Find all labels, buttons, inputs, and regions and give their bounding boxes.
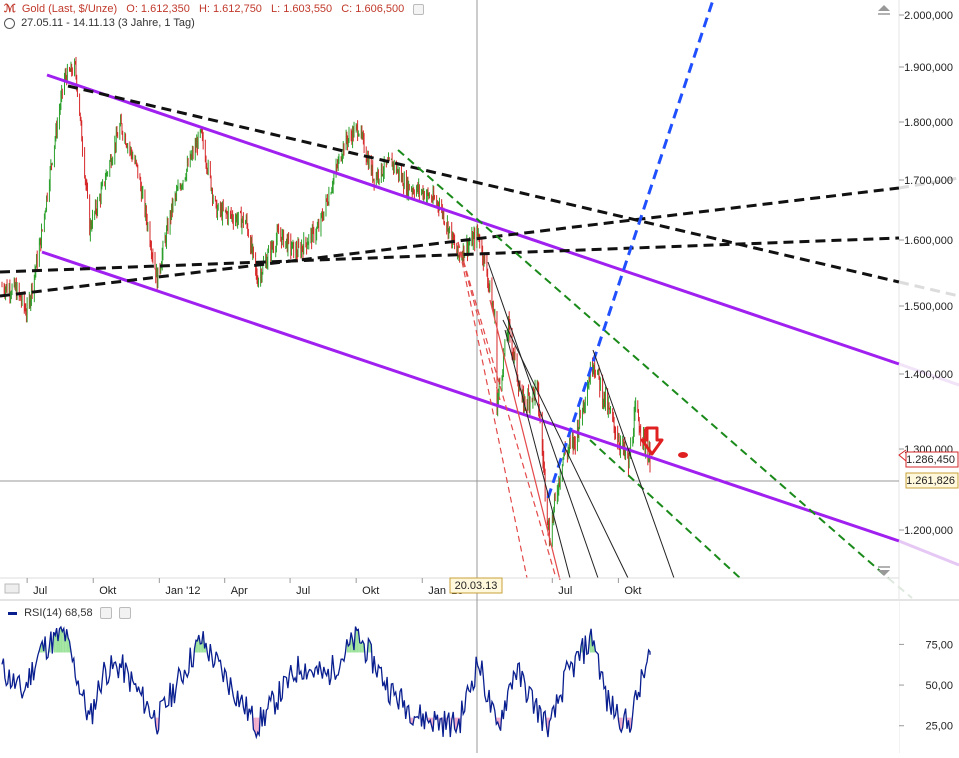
red-fan-line-2[interactable] <box>457 241 528 579</box>
instrument-title[interactable]: Gold (Last, $/Unze) <box>21 3 118 15</box>
trendline-rising-flat[interactable] <box>0 236 900 274</box>
rsi-overbought-fill <box>200 643 202 653</box>
black-fan-lines[interactable] <box>487 261 675 579</box>
red-fan-line-3[interactable] <box>457 241 501 401</box>
scroll-down-button[interactable] <box>878 566 890 576</box>
red-arrow-marker[interactable] <box>640 426 664 456</box>
rsi-overbought-fill <box>53 632 56 653</box>
open-value: O: 1.612,350 <box>126 3 190 15</box>
green-fan-line-lower[interactable] <box>589 439 741 579</box>
time-tick-label: Apr <box>231 585 248 597</box>
rsi-overbought-fill <box>195 640 198 653</box>
time-tick-label: Okt <box>99 585 116 597</box>
close-value: C: 1.606,500 <box>341 3 405 15</box>
trendline-extension-2 <box>898 280 959 298</box>
red-dot-marker[interactable] <box>678 452 688 458</box>
rsi-tick-label: 25,00 <box>925 721 953 733</box>
low-value: L: 1.603,550 <box>271 3 333 15</box>
clock-icon <box>4 17 15 29</box>
rsi-overbought-fill <box>59 627 61 653</box>
chart-symbol-icon: ℳ <box>4 3 16 15</box>
channel-upper-extension <box>898 362 959 387</box>
channel-lower-line[interactable] <box>41 250 900 543</box>
rsi-indicator[interactable] <box>1 625 651 740</box>
rsi-overbought-fill <box>60 627 63 653</box>
crosshair-date-box <box>449 577 503 594</box>
rsi-close-icon[interactable] <box>118 607 131 620</box>
chevron-up-icon <box>878 5 890 11</box>
crosshair-price-box <box>905 472 959 489</box>
candles-layer <box>1 56 651 548</box>
rsi-tick-label: 50,00 <box>925 680 953 692</box>
price-tick-label: 1.200,000 <box>904 525 953 537</box>
price-tick-label: 1.600,000 <box>904 235 953 247</box>
time-axis-handle[interactable] <box>4 583 20 594</box>
red-fan-line-1[interactable] <box>457 241 557 579</box>
green-fan-extension <box>887 577 913 599</box>
time-tick-label: Okt <box>624 585 641 597</box>
green-fan-line-upper[interactable] <box>397 149 889 579</box>
black-fan-line-3[interactable] <box>592 349 675 579</box>
down-arrow-icon <box>640 426 664 456</box>
red-fan-line-4[interactable] <box>489 299 561 581</box>
chevron-down-icon <box>878 570 890 576</box>
time-tick-label: Jul <box>296 585 310 597</box>
channel-lower-extension <box>898 539 959 567</box>
rsi-oversold-fill <box>411 717 413 725</box>
trendline-rising-steep[interactable] <box>0 186 900 298</box>
rsi-overbought-fill <box>359 642 362 653</box>
time-tick-label: Okt <box>362 585 379 597</box>
rsi-settings-icon[interactable] <box>99 607 112 620</box>
scroll-up-button[interactable] <box>878 5 890 15</box>
high-value: H: 1.612,750 <box>198 3 262 15</box>
trend-channel[interactable] <box>41 73 959 567</box>
rsi-axis-ticks: 25,00 50,00 75,00 <box>899 639 953 733</box>
green-fan-lines[interactable] <box>397 149 913 599</box>
price-tick-label: 1.400,000 <box>904 369 953 381</box>
time-tick-label: Jul <box>33 585 47 597</box>
crosshair-date-tag: 20.03.13 <box>449 577 503 594</box>
date-range-row: 27.05.11 - 14.11.13 (3 Jahre, 1 Tag) <box>4 17 195 29</box>
trendline-descending[interactable] <box>67 84 900 284</box>
price-panel <box>0 0 899 598</box>
rsi-tick-label: 75,00 <box>925 639 953 651</box>
price-axis-panel <box>899 0 959 598</box>
rsi-overbought-fill <box>355 626 357 653</box>
last-price-label: 1.286,450 <box>906 454 955 466</box>
crosshair-date-label: 20.03.13 <box>455 580 498 592</box>
date-range: 27.05.11 - 14.11.13 (3 Jahre, 1 Tag) <box>21 17 195 29</box>
rsi-overbought-fill <box>62 628 64 653</box>
price-tick-label: 1.500,000 <box>904 301 953 313</box>
black-fan-line-4[interactable] <box>504 329 571 579</box>
time-tick-label: Jul <box>558 585 572 597</box>
rsi-legend: RSI(14) 68,58 <box>8 607 131 620</box>
rsi-value: 68,58 <box>65 607 93 619</box>
crosshair-price-label: 1.261,826 <box>906 475 955 487</box>
rsi-overbought-fill <box>356 629 359 653</box>
blue-trendline[interactable] <box>546 0 715 499</box>
dashed-trendlines[interactable] <box>0 84 959 298</box>
black-fan-line-2[interactable] <box>502 319 629 579</box>
price-tick-label: 1.700,000 <box>904 175 953 187</box>
chart-header: ℳ Gold (Last, $/Unze) O: 1.612,350 H: 1.… <box>4 2 425 15</box>
black-fan-line-1[interactable] <box>487 261 599 579</box>
last-price-tag: 1.286,450 <box>898 449 959 468</box>
rsi-swatch <box>8 611 17 615</box>
channel-upper-line[interactable] <box>46 73 900 366</box>
last-price-box <box>905 451 959 468</box>
crosshair-price-tag: 1.261,826 <box>905 472 959 489</box>
price-tick-label: 1.900,000 <box>904 62 953 74</box>
price-tick-label: 1.800,000 <box>904 117 953 129</box>
red-fan-lines[interactable] <box>457 241 561 581</box>
rsi-line[interactable] <box>1 625 651 740</box>
time-tick-label: Jan '12 <box>165 585 200 597</box>
price-tick-label: 2.000,000 <box>904 10 953 22</box>
settings-icon[interactable] <box>413 3 425 15</box>
rsi-name[interactable]: RSI(14) <box>24 607 62 619</box>
trendline-extension-1 <box>898 176 959 190</box>
